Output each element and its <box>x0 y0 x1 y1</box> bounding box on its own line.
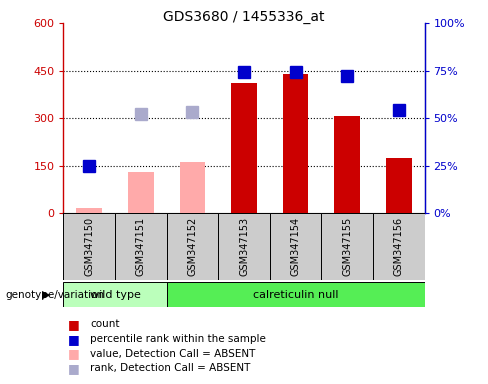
Bar <box>180 162 205 213</box>
Text: count: count <box>90 319 120 329</box>
Text: ■: ■ <box>68 347 80 360</box>
Bar <box>373 213 425 280</box>
Text: percentile rank within the sample: percentile rank within the sample <box>90 334 266 344</box>
Bar <box>63 213 115 280</box>
Bar <box>334 116 360 213</box>
Text: ■: ■ <box>68 333 80 346</box>
Bar <box>386 158 412 213</box>
Text: GSM347156: GSM347156 <box>394 217 404 276</box>
Bar <box>322 213 373 280</box>
Text: GDS3680 / 1455336_at: GDS3680 / 1455336_at <box>163 10 325 23</box>
Text: genotype/variation: genotype/variation <box>5 290 104 300</box>
Bar <box>63 282 166 307</box>
Text: GSM347155: GSM347155 <box>342 217 352 276</box>
Text: GSM347150: GSM347150 <box>84 217 94 276</box>
Text: GSM347154: GSM347154 <box>290 217 301 276</box>
Bar <box>166 282 425 307</box>
Bar <box>218 213 270 280</box>
Bar <box>128 172 154 213</box>
Text: rank, Detection Call = ABSENT: rank, Detection Call = ABSENT <box>90 363 251 373</box>
Bar <box>231 83 257 213</box>
Bar <box>283 74 308 213</box>
Text: wild type: wild type <box>90 290 141 300</box>
Bar <box>270 213 322 280</box>
Text: ■: ■ <box>68 318 80 331</box>
Text: ■: ■ <box>68 362 80 375</box>
Text: GSM347151: GSM347151 <box>136 217 146 276</box>
Bar <box>166 213 218 280</box>
Text: calreticulin null: calreticulin null <box>253 290 338 300</box>
Text: GSM347152: GSM347152 <box>187 217 198 276</box>
Text: ▶: ▶ <box>42 290 51 300</box>
Bar <box>76 209 102 213</box>
Bar <box>115 213 166 280</box>
Text: value, Detection Call = ABSENT: value, Detection Call = ABSENT <box>90 349 256 359</box>
Text: GSM347153: GSM347153 <box>239 217 249 276</box>
